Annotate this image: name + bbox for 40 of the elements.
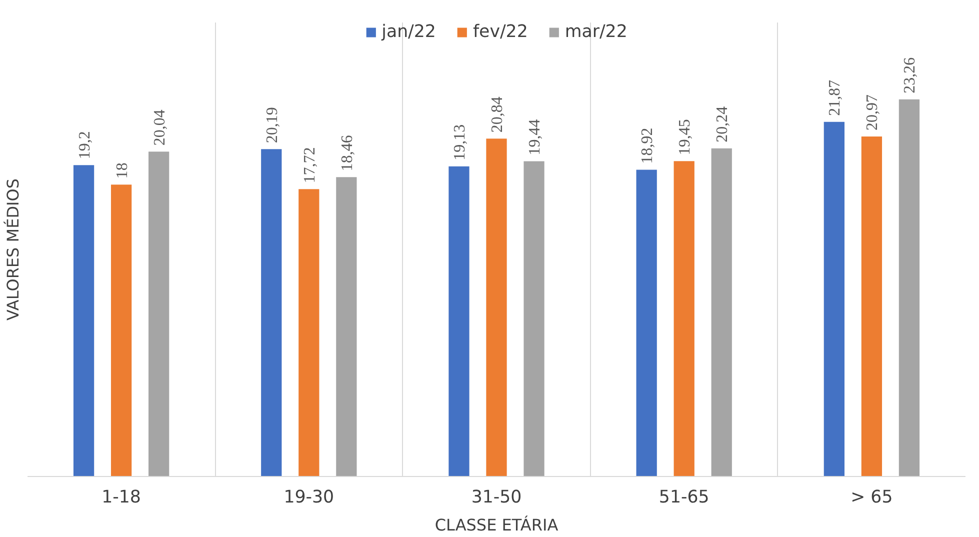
data-label: 17,72 bbox=[301, 147, 318, 184]
data-label: 18,46 bbox=[338, 135, 356, 172]
bar bbox=[336, 177, 357, 476]
y-axis-title: VALORES MÉDIOS bbox=[4, 178, 22, 320]
legend-label: fev/22 bbox=[472, 22, 528, 42]
data-label: 21,87 bbox=[826, 80, 844, 116]
x-axis-title: CLASSE ETÁRIA bbox=[434, 516, 558, 534]
bar bbox=[824, 122, 844, 476]
x-tick-label: > 65 bbox=[850, 488, 893, 508]
data-label: 20,24 bbox=[714, 106, 732, 142]
legend-label: jan/22 bbox=[382, 22, 436, 42]
bar bbox=[486, 138, 507, 476]
bar bbox=[148, 152, 170, 476]
data-label: 19,13 bbox=[451, 124, 468, 160]
x-tick-label: 31-50 bbox=[471, 488, 522, 508]
data-label: 19,45 bbox=[676, 119, 694, 156]
bar bbox=[861, 136, 882, 476]
bar bbox=[73, 165, 94, 476]
legend-label: mar/22 bbox=[564, 22, 628, 42]
data-label: 19,44 bbox=[526, 119, 544, 156]
bar bbox=[110, 184, 132, 476]
bar bbox=[898, 99, 920, 476]
data-label: 19,2 bbox=[76, 131, 94, 160]
data-label: 18 bbox=[114, 162, 131, 179]
bar bbox=[298, 189, 320, 476]
data-label: 18,92 bbox=[639, 128, 656, 164]
x-tick-label: 1-18 bbox=[102, 488, 141, 508]
bar bbox=[636, 170, 657, 476]
bar bbox=[524, 161, 544, 476]
bar bbox=[261, 149, 282, 476]
bar bbox=[448, 166, 470, 476]
data-label: 23,26 bbox=[902, 57, 919, 94]
x-tick-label: 51-65 bbox=[658, 488, 710, 508]
x-tick-label: 19-30 bbox=[284, 488, 334, 508]
data-label: 20,84 bbox=[489, 96, 506, 133]
data-label: 20,97 bbox=[864, 94, 882, 130]
data-label: 20,04 bbox=[151, 110, 168, 146]
bar bbox=[711, 148, 732, 476]
bar bbox=[674, 161, 694, 476]
data-label: 20,19 bbox=[264, 107, 281, 144]
